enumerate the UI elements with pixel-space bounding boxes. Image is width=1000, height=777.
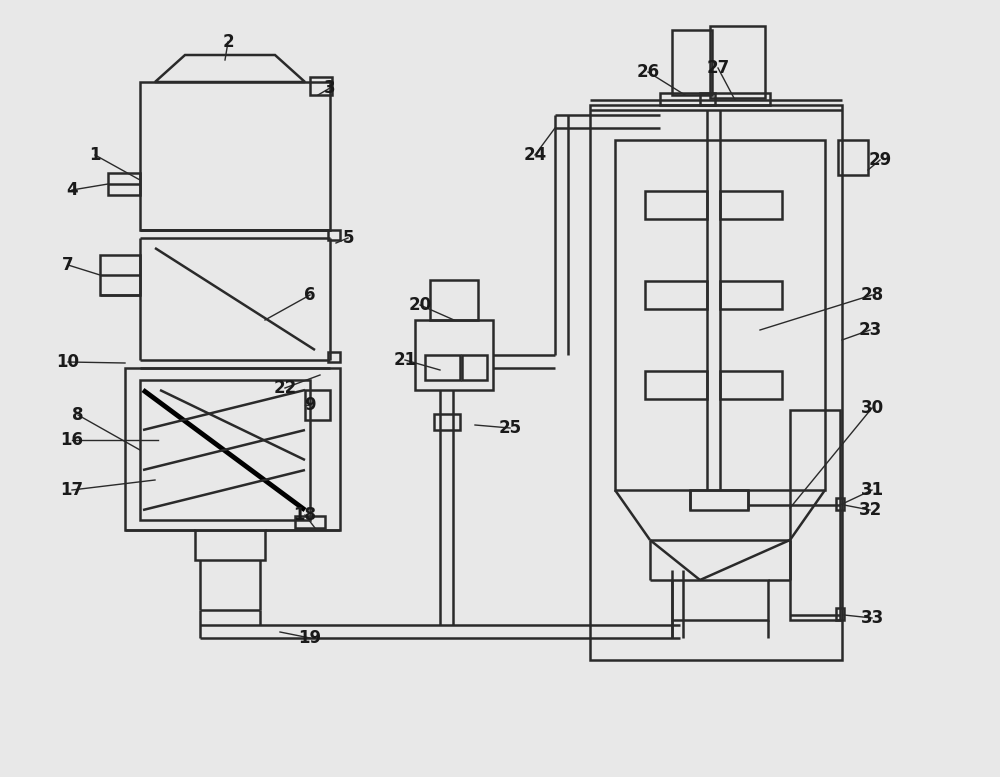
Text: 26: 26 <box>636 63 660 81</box>
Text: 3: 3 <box>324 79 336 97</box>
Text: 5: 5 <box>342 229 354 247</box>
Text: 17: 17 <box>60 481 84 499</box>
Text: 31: 31 <box>860 481 884 499</box>
Text: 20: 20 <box>408 296 432 314</box>
Bar <box>672 580 768 620</box>
Bar <box>295 516 325 528</box>
Text: 32: 32 <box>858 501 882 519</box>
Text: 22: 22 <box>273 379 297 397</box>
Bar <box>836 498 844 510</box>
Bar <box>328 352 340 362</box>
Bar <box>140 380 310 520</box>
Text: 27: 27 <box>706 59 730 77</box>
Text: 2: 2 <box>222 33 234 51</box>
Text: 23: 23 <box>858 321 882 339</box>
Bar <box>720 371 782 399</box>
Bar <box>430 280 478 320</box>
Bar <box>590 105 842 660</box>
Text: 24: 24 <box>523 146 547 164</box>
Bar <box>645 371 707 399</box>
Bar <box>645 191 707 219</box>
Bar <box>195 530 265 560</box>
Bar <box>672 30 712 95</box>
Text: 18: 18 <box>294 506 316 524</box>
Bar <box>720 191 782 219</box>
Bar <box>108 173 140 195</box>
Bar <box>720 281 782 309</box>
Bar <box>434 414 460 430</box>
Text: 30: 30 <box>860 399 884 417</box>
Bar <box>660 93 715 105</box>
Text: 33: 33 <box>860 609 884 627</box>
Text: 8: 8 <box>72 406 84 424</box>
Text: 6: 6 <box>304 286 316 304</box>
Bar <box>710 26 765 98</box>
Bar <box>690 490 748 510</box>
Bar <box>415 320 493 390</box>
Text: 25: 25 <box>498 419 522 437</box>
Text: 10: 10 <box>56 353 80 371</box>
Text: 28: 28 <box>860 286 884 304</box>
Text: 21: 21 <box>393 351 417 369</box>
Bar <box>790 410 840 620</box>
Bar <box>140 82 330 230</box>
Text: 29: 29 <box>868 151 892 169</box>
Bar <box>615 140 825 490</box>
Bar <box>100 255 140 295</box>
Bar <box>305 390 330 420</box>
Bar <box>125 368 340 530</box>
Text: 9: 9 <box>304 396 316 414</box>
Bar <box>462 355 487 380</box>
Text: 16: 16 <box>60 431 84 449</box>
Text: 19: 19 <box>298 629 322 647</box>
Bar <box>425 355 460 380</box>
Bar <box>838 140 868 175</box>
Bar <box>700 93 770 105</box>
Text: 1: 1 <box>89 146 101 164</box>
Bar <box>328 230 340 240</box>
Bar <box>645 281 707 309</box>
Bar <box>310 77 332 95</box>
Text: 7: 7 <box>62 256 74 274</box>
Text: 4: 4 <box>66 181 78 199</box>
Bar <box>836 608 844 620</box>
